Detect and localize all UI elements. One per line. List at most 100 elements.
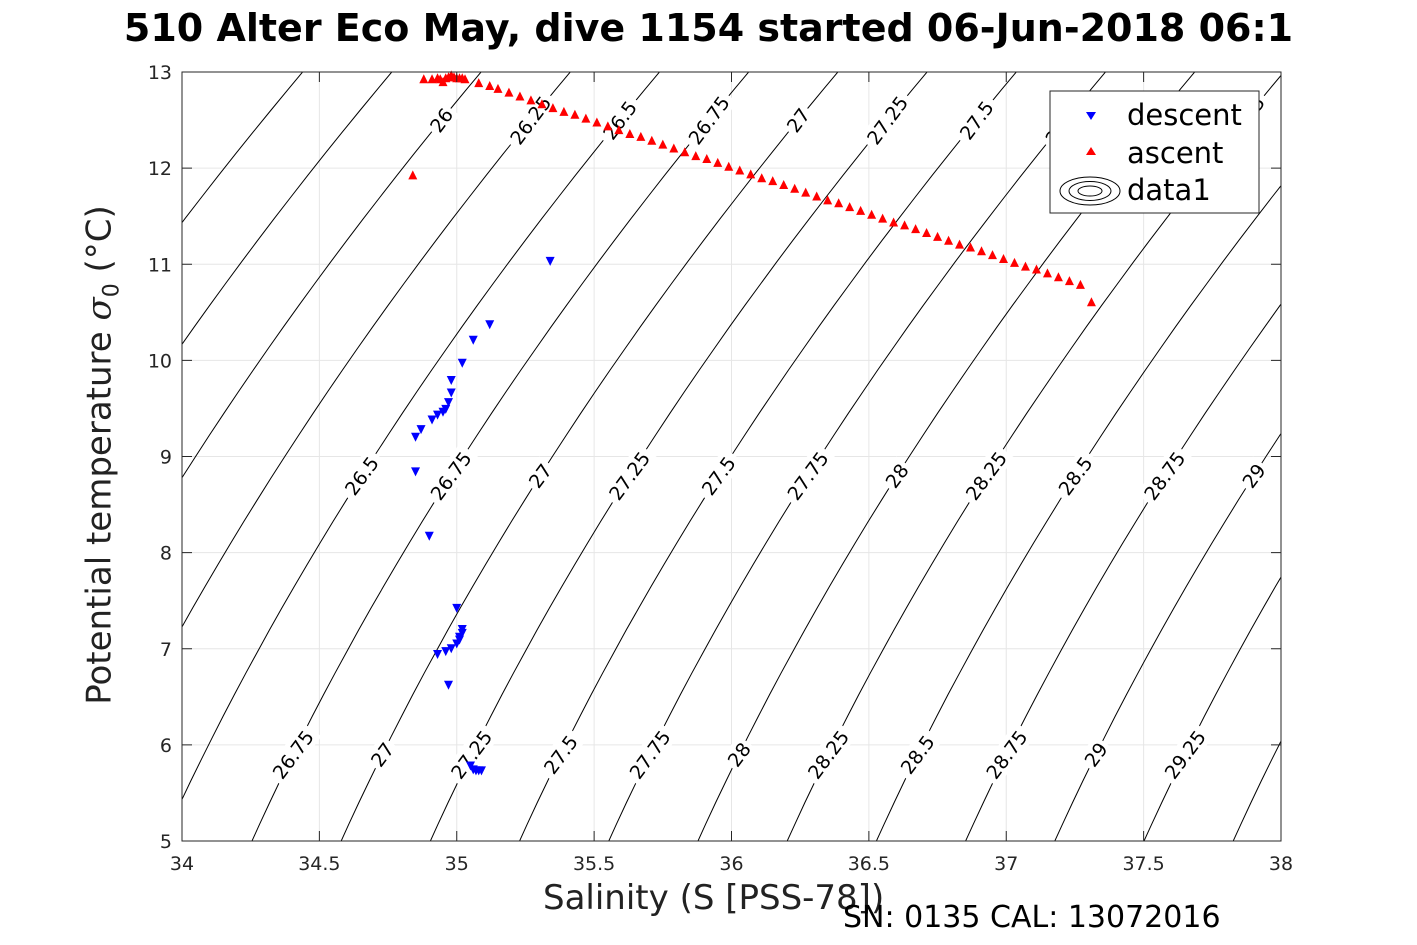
y-tick-label: 13	[148, 62, 172, 84]
ascent-marker	[625, 129, 635, 139]
ascent-marker	[408, 170, 418, 180]
ascent-marker	[713, 157, 723, 167]
contour-label-bg	[779, 100, 817, 140]
density-contour	[182, 72, 393, 346]
descent-marker	[424, 531, 434, 541]
ascent-marker	[515, 91, 525, 101]
ascent-marker	[790, 183, 800, 193]
legend-contour-icon	[1059, 176, 1121, 206]
ascent-marker	[999, 253, 1009, 263]
descent-marker	[468, 335, 478, 345]
contour-label-bg	[502, 87, 559, 153]
descent-marker	[476, 766, 486, 776]
descent-marker	[444, 680, 454, 690]
x-tick-label: 36	[719, 853, 743, 875]
density-contour	[182, 72, 482, 479]
ascent-marker	[845, 202, 855, 212]
descent-marker	[457, 358, 467, 368]
ascent-marker	[1042, 268, 1052, 278]
x-tick-label: 34.5	[298, 853, 340, 875]
ascent-marker	[779, 179, 789, 189]
descent-marker	[485, 320, 495, 330]
contour-label-bg	[978, 722, 1036, 787]
ascent-marker	[911, 224, 921, 234]
contour-label-bg	[422, 443, 480, 509]
y-axis-label-subscript: 0	[99, 283, 125, 298]
descent-marker	[416, 425, 426, 435]
descent-marker	[444, 398, 454, 408]
ascent-marker	[724, 161, 734, 171]
density-contour	[182, 72, 571, 628]
ascent-marker	[658, 139, 668, 149]
x-tick-label: 35.5	[573, 853, 615, 875]
x-tick-label: 35	[445, 853, 469, 875]
ascent-marker	[757, 173, 767, 183]
x-tick-label: 34	[170, 853, 194, 875]
contour-label-bg	[621, 722, 679, 787]
axis-ticks: 34 34.5 35 35.5 36 36.5 37 37.5 38 5 6 7 8 9 10 11 12 13	[148, 62, 1293, 875]
ascent-marker	[801, 187, 811, 197]
descent-marker	[427, 415, 437, 425]
ascent-marker	[856, 205, 866, 215]
contour-label-bg	[264, 722, 322, 787]
ascent-marker	[419, 74, 429, 84]
ascent-marker	[680, 147, 690, 157]
density-contour	[1390, 24, 1417, 889]
y-tick-label: 11	[148, 254, 172, 276]
contour-label-bg	[422, 100, 460, 140]
contour-label-bg	[600, 443, 658, 509]
ascent-marker	[526, 95, 536, 105]
descent-marker	[411, 467, 421, 477]
ascent-marker	[702, 154, 712, 164]
ascent-marker	[570, 109, 580, 119]
y-tick-label: 8	[160, 543, 172, 565]
legend-box	[1049, 90, 1260, 214]
contour-label-bg	[799, 722, 857, 787]
ascent-marker	[900, 220, 910, 230]
contour-label-bg	[1077, 735, 1115, 774]
ascent-marker	[1009, 257, 1019, 267]
ascent-marker	[812, 191, 822, 201]
x-axis-label: Salinity (S [PSS-78])	[543, 878, 885, 918]
descent-marker	[446, 376, 456, 386]
ascent-marker	[922, 228, 932, 238]
legend-ascent-marker	[1086, 147, 1096, 155]
ascent-marker	[581, 113, 591, 123]
ascent-marker	[474, 78, 484, 88]
contour-label-bg	[442, 722, 500, 787]
contour-label-bg	[535, 726, 586, 783]
y-axis-label-suffix: (°C)	[79, 205, 120, 284]
contour-label-bg	[1136, 443, 1193, 509]
contour-label-bg	[336, 447, 387, 504]
x-tick-label: 37.5	[1122, 853, 1164, 875]
ascent-marker	[966, 242, 976, 252]
legend-descent-label: descent	[1127, 98, 1242, 132]
ascent-marker	[889, 217, 899, 227]
descent-marker	[446, 644, 456, 654]
y-tick-label: 12	[148, 158, 172, 180]
legend-data1-label: data1	[1127, 173, 1211, 207]
density-contour	[1301, 24, 1417, 889]
contour-label-bg	[1050, 447, 1101, 504]
ascent-marker	[1086, 297, 1096, 307]
descent-marker	[545, 256, 555, 266]
x-tick-label: 38	[1269, 853, 1293, 875]
ascent-marker	[592, 117, 602, 127]
ascent-marker	[485, 80, 495, 90]
data-markers	[408, 70, 1096, 776]
ascent-marker	[691, 151, 701, 161]
ascent-marker	[944, 235, 954, 245]
contour-label-bg	[720, 735, 758, 774]
contour-label-bg	[779, 443, 837, 509]
contour-label-bg	[363, 735, 401, 774]
ascent-marker	[537, 99, 547, 109]
ascent-marker	[878, 213, 888, 223]
descent-marker	[446, 388, 456, 398]
descent-marker	[438, 407, 448, 417]
y-axis-label-prefix: Potential temperature	[79, 320, 120, 705]
legend-ascent-label: ascent	[1127, 136, 1223, 170]
density-contour	[182, 72, 304, 224]
ascent-marker	[1053, 272, 1063, 282]
descent-marker	[452, 639, 462, 649]
ascent-marker	[933, 231, 943, 241]
